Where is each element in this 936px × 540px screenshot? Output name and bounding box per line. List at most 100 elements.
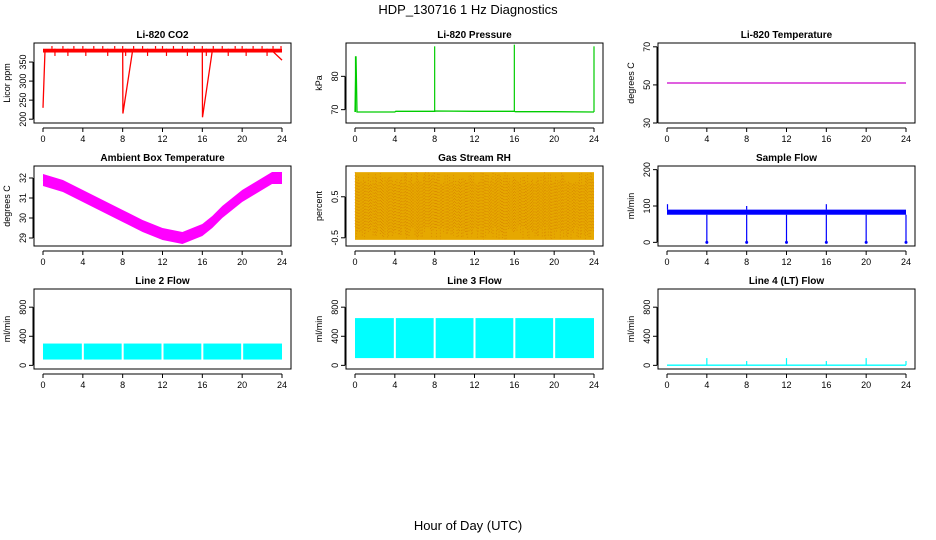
x-tick-label: 24 [589,134,599,144]
spike-point [745,240,749,244]
panel-2: Li-820 Pressure 0 4 8 12 16 20 24 70 80 kPa [314,30,604,144]
x-tick-label: 0 [352,134,357,144]
x-tick-label: 20 [861,134,871,144]
x-tick-label: 20 [237,380,247,390]
flow-block [355,318,394,359]
x-tick-label: 0 [40,134,45,144]
y-tick-label: 80 [330,71,340,81]
panel-title: Li-820 Temperature [741,30,833,41]
y-axis-label: Licor ppm [2,63,12,103]
x-axis-label: Hour of Day (UTC) [413,518,523,533]
x-tick-label: 24 [901,380,911,390]
plot-frame [657,288,916,370]
x-tick-label: 8 [432,134,437,144]
x-tick-label: 12 [157,257,167,267]
x-tick-label: 0 [664,257,669,267]
x-tick-label: 20 [237,134,247,144]
x-tick-label: 8 [432,257,437,267]
y-tick-label: 0 [330,363,340,368]
x-tick-label: 12 [781,380,791,390]
panel-title: Line 3 Flow [447,276,502,287]
x-tick-label: 4 [80,134,85,144]
flow-block [475,318,514,359]
flow-block [515,318,554,359]
y-axis-label: ml/min [626,316,636,343]
y-tick-label: 400 [18,329,28,344]
x-tick-label: 24 [589,380,599,390]
data-series [42,172,282,244]
x-tick-label: 4 [704,257,709,267]
y-tick-label: 100 [642,198,652,213]
y-tick-label: 200 [642,162,652,177]
x-tick-label: 0 [40,257,45,267]
x-tick-label: 8 [744,134,749,144]
panel-4: Ambient Box Temperature 0 4 8 12 16 20 24 29 30 31… [2,153,292,267]
plot-frame [657,42,916,124]
data-series [355,318,594,359]
x-tick-label: 16 [197,134,207,144]
y-tick-label: 800 [642,300,652,315]
x-tick-label: 12 [469,134,479,144]
y-axis-label: ml/min [314,316,324,343]
x-tick-label: 8 [120,134,125,144]
flow-block [203,343,242,360]
y-tick-label: -0.5 [330,230,340,246]
panel-title: Ambient Box Temperature [100,153,225,164]
flow-block [83,343,122,360]
x-tick-label: 0 [40,380,45,390]
series-band [355,172,594,240]
panel-title: Gas Stream RH [438,153,511,164]
data-series [354,44,595,113]
spike-point [904,240,908,244]
y-tick-label: 200 [18,112,28,127]
panel-7: Line 2 Flow 0 4 8 12 16 20 24 0 400 800 ml/min [2,276,292,390]
panel-title: Sample Flow [756,153,817,164]
y-tick-label: 30 [642,118,652,128]
x-tick-label: 4 [80,380,85,390]
y-tick-label: 400 [642,329,652,344]
y-tick-label: 50 [642,80,652,90]
x-tick-label: 4 [392,257,397,267]
y-tick-label: 31 [18,193,28,203]
data-series [666,204,908,244]
x-tick-label: 16 [197,257,207,267]
series-line [42,177,282,239]
plot-frame [345,42,604,124]
x-tick-label: 16 [821,134,831,144]
x-tick-label: 24 [901,134,911,144]
x-tick-label: 8 [744,380,749,390]
flow-block [243,343,282,360]
x-tick-label: 24 [277,380,287,390]
x-tick-label: 20 [861,257,871,267]
y-tick-label: 0 [642,363,652,368]
series-line [354,56,594,113]
x-tick-label: 4 [80,257,85,267]
y-tick-label: 70 [642,42,652,52]
y-tick-label: 250 [18,93,28,108]
y-tick-label: 0.5 [330,191,340,204]
x-tick-label: 4 [392,380,397,390]
panel-title: Line 4 (LT) Flow [749,276,825,287]
x-tick-label: 24 [901,257,911,267]
y-tick-label: 800 [18,300,28,315]
series-line [42,49,283,118]
panel-title: Li-820 Pressure [437,30,512,41]
y-axis-label: degrees C [2,185,12,227]
x-tick-label: 4 [704,134,709,144]
plot-frame [345,165,604,247]
y-axis-label: kPa [314,75,324,91]
flow-block [163,343,202,360]
x-tick-label: 16 [509,380,519,390]
x-tick-label: 0 [352,380,357,390]
flow-block [43,343,82,360]
x-tick-label: 4 [704,380,709,390]
x-tick-label: 4 [392,134,397,144]
panel-5: Gas Stream RH 0 4 8 12 16 20 24 -0.5 0.5 percent [314,153,604,267]
y-axis-label: degrees C [626,62,636,104]
spike-point [785,240,788,244]
y-axis-label: percent [314,190,324,221]
y-tick-label: 350 [18,55,28,70]
x-tick-label: 12 [157,380,167,390]
y-tick-label: 300 [18,74,28,89]
